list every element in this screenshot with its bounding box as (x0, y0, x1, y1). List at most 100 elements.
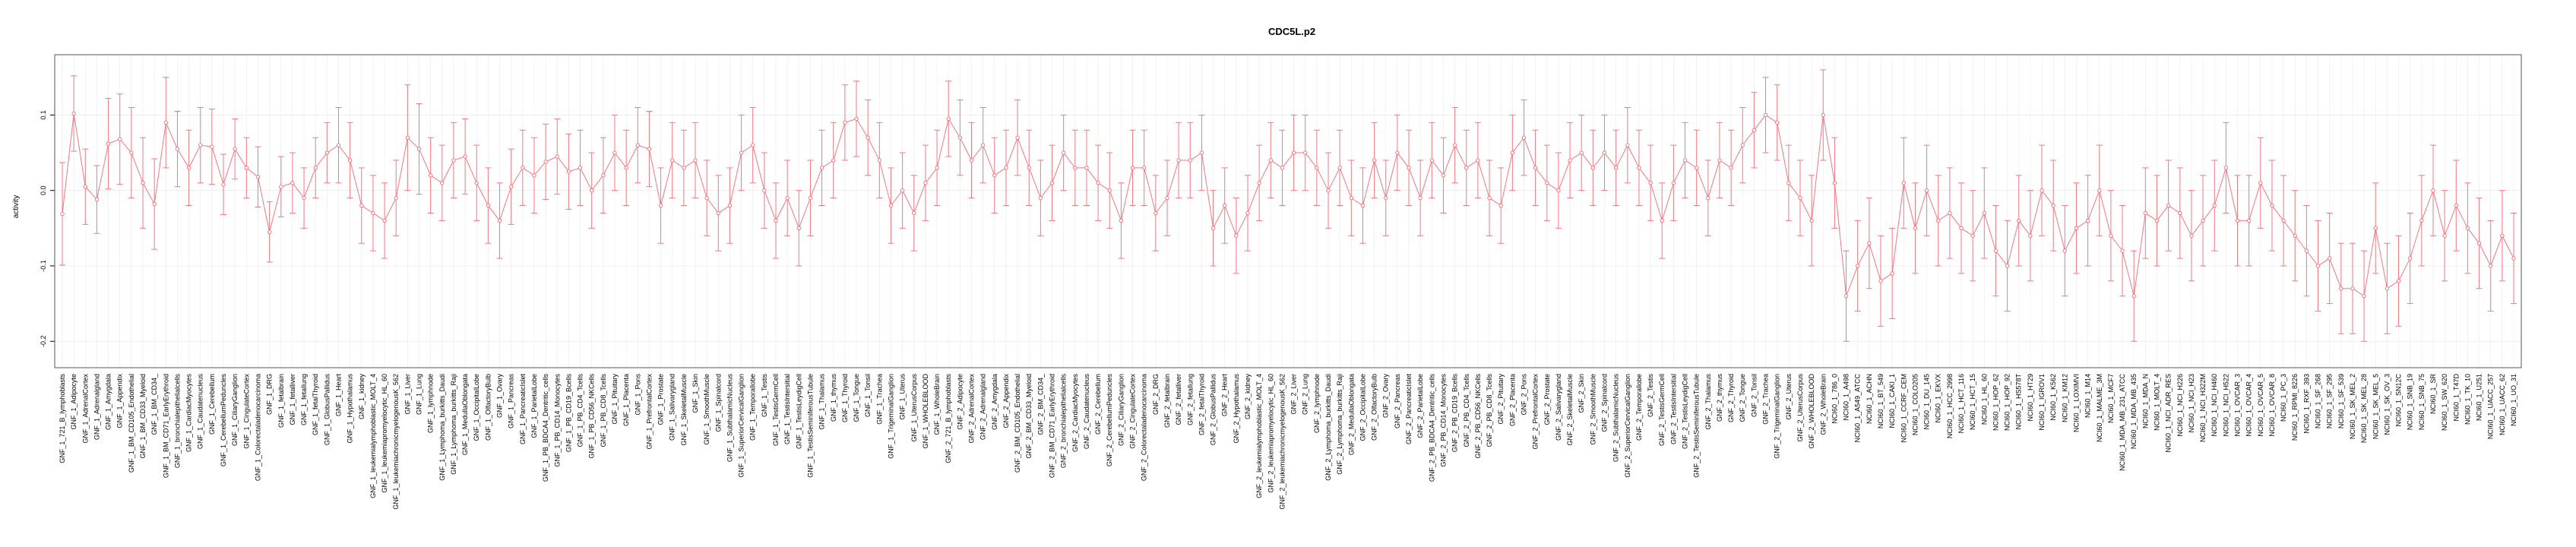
x-tick-label: GNF_2_Pituitary (1497, 374, 1505, 425)
plot-frame (54, 54, 2522, 368)
x-tick-label: GNF_2_PB_CD8_Tcells (1486, 374, 1493, 447)
data-point (1061, 150, 1066, 155)
data-point (2051, 203, 2055, 208)
x-tick-label: GNF_2_Lymphoma_burkitts_Daudi (1324, 374, 1332, 481)
x-tick-label: GNF_1_Appendix (116, 374, 124, 428)
data-point (2281, 218, 2286, 223)
x-tick-label: GNF_2_fetalliver (1175, 374, 1182, 425)
data-point (2178, 210, 2182, 216)
data-point (1993, 248, 1998, 253)
x-tick-label: GNF_2_Prostate (1543, 374, 1551, 425)
data-point (1418, 195, 1422, 201)
data-point (1660, 218, 1664, 223)
data-point (163, 120, 169, 125)
data-point (1337, 166, 1342, 170)
data-point (2085, 218, 2090, 223)
data-point (1648, 181, 1653, 185)
x-tick-label: NCI60_1_UO_31 (2510, 374, 2517, 426)
data-point (1315, 166, 1319, 170)
x-tick-label: GNF_2_BM_CD71_EarlyErythroid (1049, 374, 1056, 478)
data-point (935, 166, 939, 170)
data-point (808, 195, 813, 201)
series-line (62, 113, 2514, 297)
data-point (1107, 188, 1112, 193)
error-bars (59, 69, 2517, 342)
x-tick-label: GNF_2_BM_CD105_Endothelial (1014, 374, 1021, 473)
x-tick-label: GNF_2_PB_CD14_Monocytes (1439, 374, 1447, 467)
data-point (1533, 166, 1538, 170)
x-tick-label: GNF_2_CerebellumPeduncles (1106, 374, 1113, 467)
x-tick-label: GNF_1_leukemiachronicmyelogenousK_562 (392, 374, 400, 510)
x-tick-label: GNF_2_Ovary (1382, 374, 1390, 419)
data-point (647, 147, 652, 151)
x-tick-label: GNF_2_721_B_lymphoblasts (945, 374, 952, 463)
x-tick-label: GNF_2_SkeletalMuscle (1566, 374, 1574, 446)
data-point (141, 181, 145, 185)
x-tick-label: NCI60_1_SN12C (2395, 374, 2403, 427)
data-point (1119, 218, 1124, 223)
data-point (1602, 150, 1607, 155)
x-tick-label: GNF_2_Placenta (1508, 374, 1516, 426)
x-tick-label: GNF_2_Pons (1520, 374, 1527, 416)
data-point (1970, 233, 1975, 238)
data-point (1843, 293, 1849, 299)
x-tick-label: NCI60_1_SF_539 (2337, 374, 2345, 428)
data-point (2373, 226, 2378, 231)
data-point (2120, 248, 2125, 253)
x-tick-label: GNF_2_Adipocyte (956, 374, 964, 430)
x-tick-label: GNF_1_BM_CD33_Myeloid (139, 374, 147, 459)
data-point (302, 195, 306, 201)
x-tick-label: GNF_2_TestisSeminiferousTubule (1693, 374, 1701, 478)
data-point (2407, 256, 2413, 261)
x-tick-label: NCI60_1_NCI_H226 (2176, 374, 2184, 437)
data-point (2350, 286, 2355, 291)
data-point (612, 150, 617, 155)
x-tick-label: NCI60_1_NCI_H23 (2188, 374, 2195, 433)
data-point (1452, 143, 1457, 147)
data-point (693, 158, 698, 163)
x-tick-label: NCI60_1_T47D (2452, 374, 2460, 422)
x-tick-label: GNF_2_Skin (1578, 374, 1585, 413)
x-tick-label: GNF_1_GlobusPallidus (323, 374, 331, 446)
data-point (624, 166, 628, 170)
data-point (1073, 166, 1078, 170)
x-tick-label: GNF_1_PB_CD56_NKCells (588, 374, 596, 459)
data-point (2131, 293, 2136, 299)
data-point (1154, 210, 1158, 216)
x-tick-label: GNF_1_TestisGermCell (772, 374, 780, 446)
x-tick-label: GNF_2_Amygdala (991, 374, 998, 430)
data-point (1637, 166, 1641, 170)
data-point (1384, 195, 1388, 201)
data-point (1280, 166, 1285, 170)
x-tick-label: NCI60_1_EKVX (1935, 374, 1942, 423)
x-tick-label: GNF_1_SkeletalMuscle (680, 374, 688, 446)
data-point (1130, 166, 1135, 170)
x-tick-label: GNF_1_Caudatenucleus (197, 374, 204, 450)
x-tick-label: GNF_1_Liver (403, 374, 411, 415)
x-tick-label: GNF_1_TestisSeminiferousTubule (806, 374, 814, 478)
data-point (313, 166, 318, 170)
x-tick-label: NCI60_1_MOLT_4 (2153, 374, 2160, 431)
data-point (2166, 203, 2171, 208)
x-tick-label: GNF_1_kidney (358, 374, 366, 420)
x-tick-label: GNF_2_Trachea (1762, 374, 1770, 425)
data-point (2062, 248, 2068, 253)
x-tick-label: GNF_2_Caudatenucleus (1083, 374, 1090, 450)
data-points (60, 111, 2516, 299)
x-tick-label: GNF_2_Colorectaladenocarcinoma (1141, 374, 1148, 481)
x-tick-label: NCI60_1_UACC_257 (2487, 374, 2495, 439)
x-tick-label: GNF_2_fetalbrain (1163, 374, 1171, 428)
data-point (94, 197, 100, 202)
x-tick-label: GNF_2_SmoothMuscle (1589, 374, 1597, 445)
data-point (2431, 188, 2435, 193)
data-point (2223, 166, 2229, 170)
x-tick-label: GNF_1_Salivarygland (669, 374, 676, 441)
data-point (382, 218, 387, 223)
x-tick-label: GNF_1_PrefrontalCortex (645, 374, 653, 450)
data-point (440, 181, 445, 185)
data-point (359, 203, 364, 208)
data-point (1510, 150, 1515, 155)
data-point (532, 173, 536, 178)
data-point (1141, 166, 1147, 170)
data-point (589, 188, 594, 193)
